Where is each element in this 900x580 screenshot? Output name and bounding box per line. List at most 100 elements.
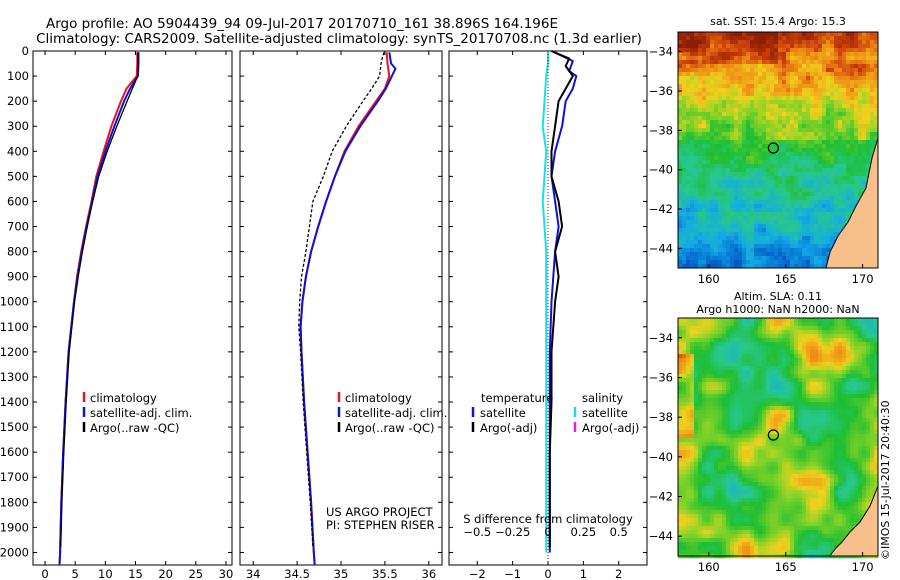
heatmap-cell xyxy=(762,176,767,181)
heatmap-cell xyxy=(762,140,767,145)
heatmap-cell xyxy=(702,322,707,327)
heatmap-cell xyxy=(794,188,799,193)
heatmap-cell xyxy=(846,354,851,359)
heatmap-cell xyxy=(770,366,775,371)
heatmap-cell xyxy=(762,64,767,69)
heatmap-cell xyxy=(802,362,807,367)
heatmap-cell xyxy=(722,458,727,463)
heatmap-cell xyxy=(714,446,719,451)
heatmap-cell xyxy=(750,128,755,133)
heatmap-cell xyxy=(742,80,747,85)
heatmap-cell xyxy=(870,318,875,323)
heatmap-cell xyxy=(766,124,771,129)
heatmap-cell xyxy=(758,144,763,149)
heatmap-cell xyxy=(790,382,795,387)
heatmap-cell xyxy=(826,240,831,245)
heatmap-cell xyxy=(722,322,727,327)
heatmap-cell xyxy=(874,434,879,439)
heatmap-cell xyxy=(758,192,763,197)
heatmap-cell xyxy=(782,212,787,217)
heatmap-cell xyxy=(858,40,863,45)
heatmap-cell xyxy=(802,64,807,69)
heatmap-cell xyxy=(798,394,803,399)
heatmap-cell xyxy=(778,104,783,109)
heatmap-cell xyxy=(730,446,735,451)
heatmap-cell xyxy=(854,318,859,323)
heatmap-cell xyxy=(742,450,747,455)
heatmap-cell xyxy=(770,224,775,229)
heatmap-cell xyxy=(838,442,843,447)
heatmap-cell xyxy=(718,398,723,403)
heatmap-cell xyxy=(726,60,731,65)
heatmap-cell xyxy=(818,132,823,137)
heatmap-cell xyxy=(778,330,783,335)
heatmap-cell xyxy=(762,52,767,57)
heatmap-cell xyxy=(830,184,835,189)
heatmap-cell xyxy=(718,410,723,415)
heatmap-cell xyxy=(778,80,783,85)
heatmap-cell xyxy=(802,240,807,245)
heatmap-cell xyxy=(694,72,699,77)
heatmap-cell xyxy=(822,52,827,57)
heatmap-cell xyxy=(822,370,827,375)
heatmap-cell xyxy=(786,80,791,85)
heatmap-cell xyxy=(710,442,715,447)
heatmap-cell xyxy=(798,248,803,253)
heatmap-cell xyxy=(734,224,739,229)
heatmap-cell xyxy=(814,406,819,411)
heatmap-cell xyxy=(686,216,691,221)
heatmap-cell xyxy=(830,120,835,125)
heatmap-cell xyxy=(834,188,839,193)
heatmap-cell xyxy=(870,100,875,105)
heatmap-cell xyxy=(846,386,851,391)
heatmap-cell xyxy=(702,330,707,335)
heatmap-cell xyxy=(870,92,875,97)
heatmap-cell xyxy=(826,196,831,201)
heatmap-cell xyxy=(790,362,795,367)
heatmap-cell xyxy=(686,422,691,427)
heatmap-cell xyxy=(770,48,775,53)
heatmap-cell xyxy=(862,96,867,101)
heatmap-cell xyxy=(814,236,819,241)
heatmap-cell xyxy=(822,172,827,177)
heatmap-cell xyxy=(842,418,847,423)
legend-label: climatology xyxy=(345,391,412,405)
heatmap-cell xyxy=(718,76,723,81)
heatmap-cell xyxy=(686,32,691,37)
heatmap-cell xyxy=(754,382,759,387)
heatmap-cell xyxy=(686,200,691,205)
heatmap-cell xyxy=(754,44,759,49)
heatmap-cell xyxy=(834,378,839,383)
heatmap-cell xyxy=(866,44,871,49)
heatmap-cell xyxy=(698,430,703,435)
heatmap-cell xyxy=(762,88,767,93)
heatmap-cell xyxy=(710,330,715,335)
heatmap-cell xyxy=(718,374,723,379)
heatmap-cell xyxy=(782,160,787,165)
heatmap-cell xyxy=(770,454,775,459)
heatmap-cell xyxy=(802,260,807,265)
heatmap-cell xyxy=(866,354,871,359)
heatmap-cell xyxy=(726,116,731,121)
heatmap-cell xyxy=(754,240,759,245)
heatmap-cell xyxy=(774,422,779,427)
heatmap-cell xyxy=(710,458,715,463)
heatmap-cell xyxy=(846,128,851,133)
heatmap-cell xyxy=(802,48,807,53)
heatmap-cell xyxy=(730,200,735,205)
heatmap-cell xyxy=(682,64,687,69)
heatmap-cell xyxy=(786,172,791,177)
heatmap-cell xyxy=(842,128,847,133)
heatmap-cell xyxy=(838,438,843,443)
heatmap-cell xyxy=(846,402,851,407)
heatmap-cell xyxy=(814,132,819,137)
heatmap-cell xyxy=(762,124,767,129)
heatmap-cell xyxy=(762,326,767,331)
heatmap-cell xyxy=(806,264,811,269)
heatmap-cell xyxy=(822,84,827,89)
heatmap-cell xyxy=(822,362,827,367)
heatmap-cell xyxy=(822,386,827,391)
heatmap-cell xyxy=(686,44,691,49)
heatmap-cell xyxy=(786,354,791,359)
heatmap-cell xyxy=(822,236,827,241)
